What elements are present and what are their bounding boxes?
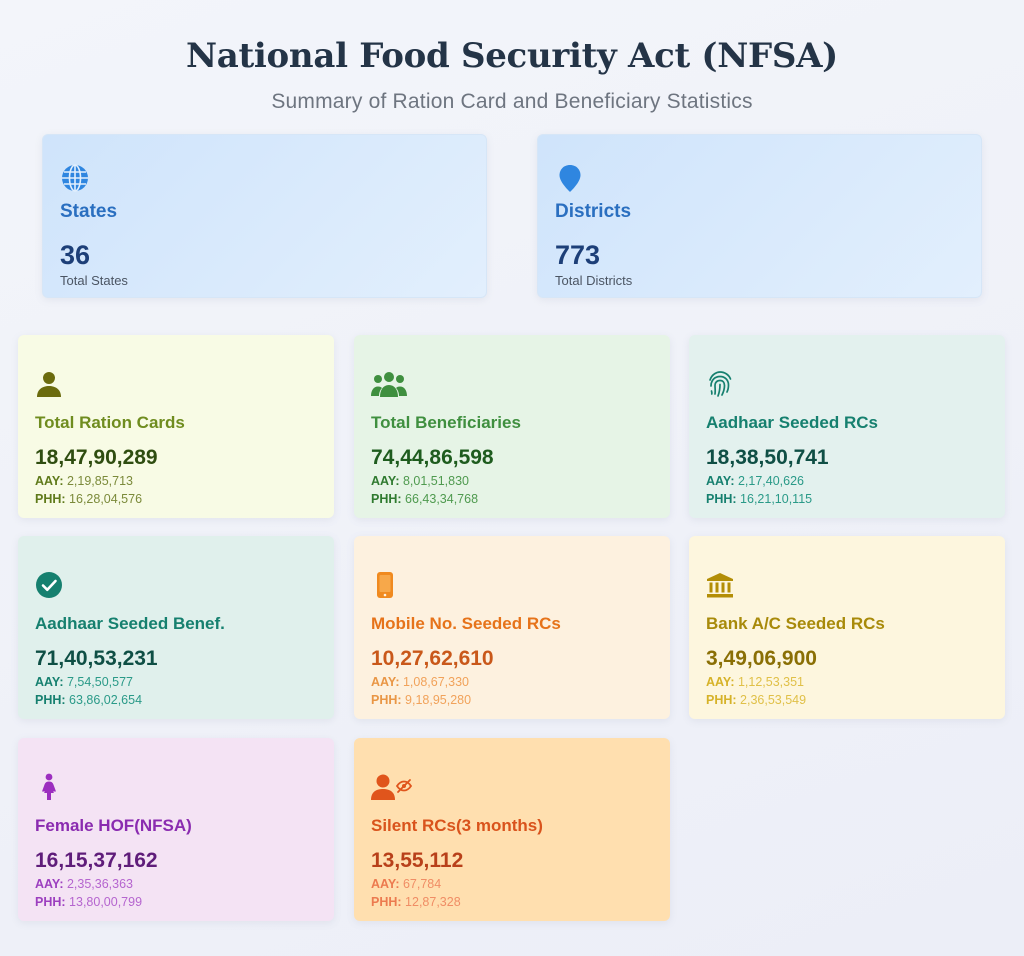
bank-seeded-rcs-aay: AAY: 1,12,53,351 (706, 675, 805, 689)
silent-rcs-aay: AAY: 67,784 (371, 877, 442, 891)
fingerprint-icon (709, 371, 732, 397)
bank-seeded-rcs-phh: PHH: 2,36,53,549 (706, 693, 807, 707)
female-icon (42, 773, 56, 800)
page-title: National Food Security Act (NFSA) (186, 36, 838, 76)
aadhaar-seeded-benef-aay: AAY: 7,54,50,577 (35, 675, 134, 689)
total-ration-cards-aay: AAY: 2,19,85,713 (35, 474, 134, 488)
total-ration-cards-card[interactable]: Total Ration Cards 18,47,90,289 AAY: 2,1… (18, 335, 334, 518)
bank-seeded-rcs-value: 3,49,06,900 (706, 647, 817, 670)
female-hof-value: 16,15,37,162 (35, 849, 158, 872)
aadhaar-seeded-rcs-label: Aadhaar Seeded RCs (706, 413, 878, 432)
bank-icon (707, 573, 733, 598)
states-caption: Total States (60, 273, 128, 288)
mobile-seeded-rcs-aay: AAY: 1,08,67,330 (371, 675, 470, 689)
silent-rcs-label: Silent RCs(3 months) (371, 816, 543, 835)
aadhaar-seeded-benef-label: Aadhaar Seeded Benef. (35, 614, 225, 633)
silent-rcs-value: 13,55,112 (371, 849, 464, 872)
total-beneficiaries-value: 74,44,86,598 (371, 446, 494, 469)
check-circle-icon (36, 572, 62, 598)
bank-seeded-rcs-label: Bank A/C Seeded RCs (706, 614, 885, 633)
users-icon (371, 372, 407, 397)
silent-rcs-card[interactable]: Silent RCs(3 months) 13,55,112 AAY: 67,7… (354, 738, 670, 921)
districts-label: Districts (555, 201, 632, 222)
aadhaar-seeded-rcs-phh: PHH: 16,21,10,115 (706, 492, 813, 506)
aadhaar-seeded-benef-phh: PHH: 63,86,02,654 (35, 693, 143, 707)
states-card[interactable]: States 36 Total States (42, 134, 487, 298)
aadhaar-seeded-benef-card[interactable]: Aadhaar Seeded Benef. 71,40,53,231 AAY: … (18, 536, 334, 719)
total-ration-cards-label: Total Ration Cards (35, 413, 185, 432)
districts-card[interactable]: Districts 773 Total Districts (537, 134, 982, 298)
female-hof-label: Female HOF(NFSA) (35, 816, 192, 835)
mobile-seeded-rcs-label: Mobile No. Seeded RCs (371, 614, 561, 633)
states-label: States (60, 201, 118, 222)
user-hidden-icon (371, 774, 413, 800)
silent-rcs-phh: PHH: 12,87,328 (371, 895, 461, 909)
districts-value: 773 (555, 240, 601, 270)
female-hof-phh: PHH: 13,80,00,799 (35, 895, 143, 909)
total-beneficiaries-aay: AAY: 8,01,51,830 (371, 474, 470, 488)
page-subtitle: Summary of Ration Card and Beneficiary S… (271, 90, 753, 113)
female-hof-aay: AAY: 2,35,36,363 (35, 877, 134, 891)
globe-icon (62, 164, 88, 192)
total-beneficiaries-label: Total Beneficiaries (371, 413, 521, 432)
mobile-seeded-rcs-value: 10,27,62,610 (371, 647, 494, 670)
aadhaar-seeded-rcs-value: 18,38,50,741 (706, 446, 829, 469)
person-icon (37, 372, 61, 397)
bank-seeded-rcs-card[interactable]: Bank A/C Seeded RCs 3,49,06,900 AAY: 1,1… (689, 536, 1005, 719)
aadhaar-seeded-benef-value: 71,40,53,231 (35, 647, 158, 670)
total-ration-cards-value: 18,47,90,289 (35, 446, 158, 469)
districts-caption: Total Districts (555, 273, 633, 288)
total-beneficiaries-phh: PHH: 66,43,34,768 (371, 492, 479, 506)
aadhaar-seeded-rcs-card[interactable]: Aadhaar Seeded RCs 18,38,50,741 AAY: 2,1… (689, 335, 1005, 518)
mobile-seeded-rcs-phh: PHH: 9,18,95,280 (371, 693, 472, 707)
total-beneficiaries-card[interactable]: Total Beneficiaries 74,44,86,598 AAY: 8,… (354, 335, 670, 518)
states-value: 36 (60, 240, 91, 270)
mobile-seeded-rcs-card[interactable]: Mobile No. Seeded RCs 10,27,62,610 AAY: … (354, 536, 670, 719)
mobile-icon (377, 572, 393, 598)
map-pin-icon (559, 165, 581, 192)
female-hof-card[interactable]: Female HOF(NFSA) 16,15,37,162 AAY: 2,35,… (18, 738, 334, 921)
total-ration-cards-phh: PHH: 16,28,04,576 (35, 492, 143, 506)
aadhaar-seeded-rcs-aay: AAY: 2,17,40,626 (706, 474, 805, 488)
